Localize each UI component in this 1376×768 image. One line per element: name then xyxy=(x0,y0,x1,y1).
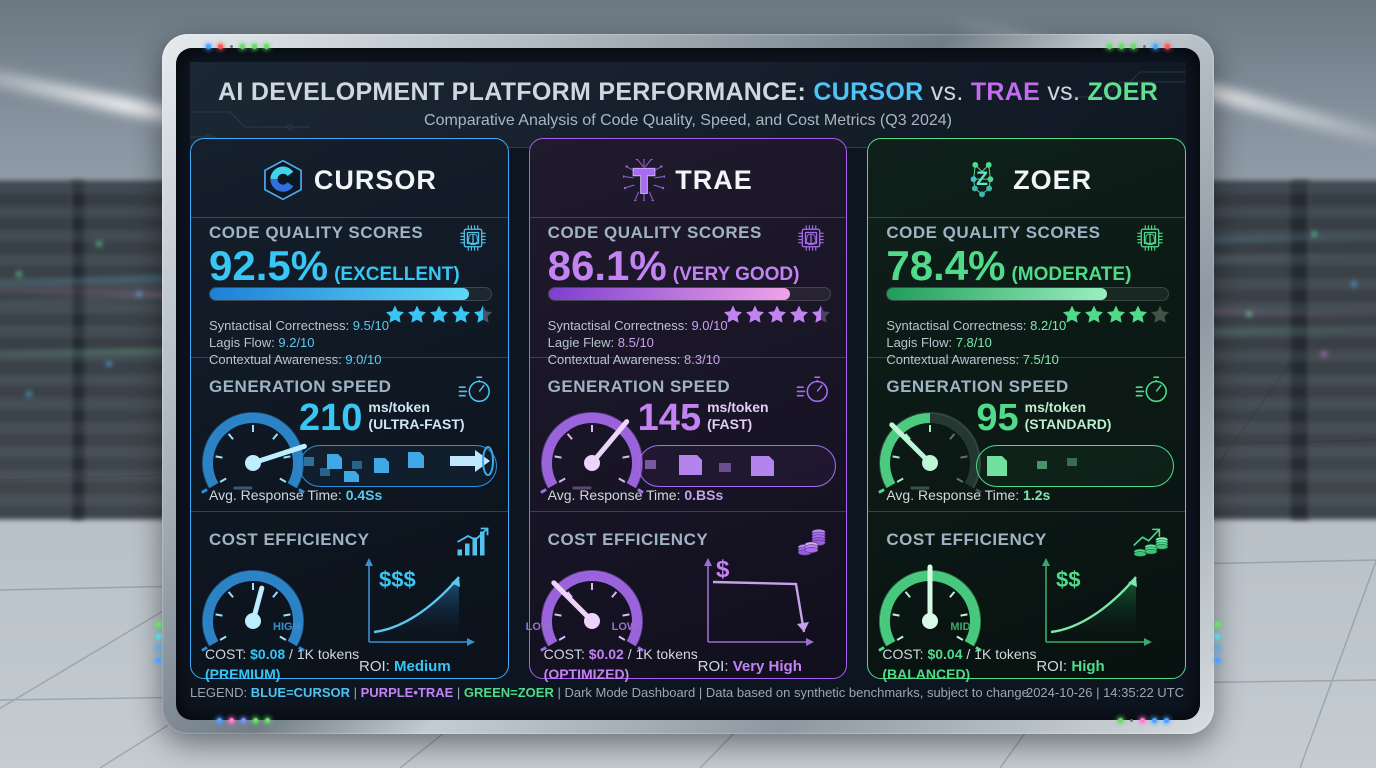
svg-text:Z: Z xyxy=(976,169,988,190)
svg-text:$: $ xyxy=(716,557,730,583)
svg-text:$$$: $$$ xyxy=(379,567,416,592)
svg-text:$$: $$ xyxy=(1056,567,1080,592)
